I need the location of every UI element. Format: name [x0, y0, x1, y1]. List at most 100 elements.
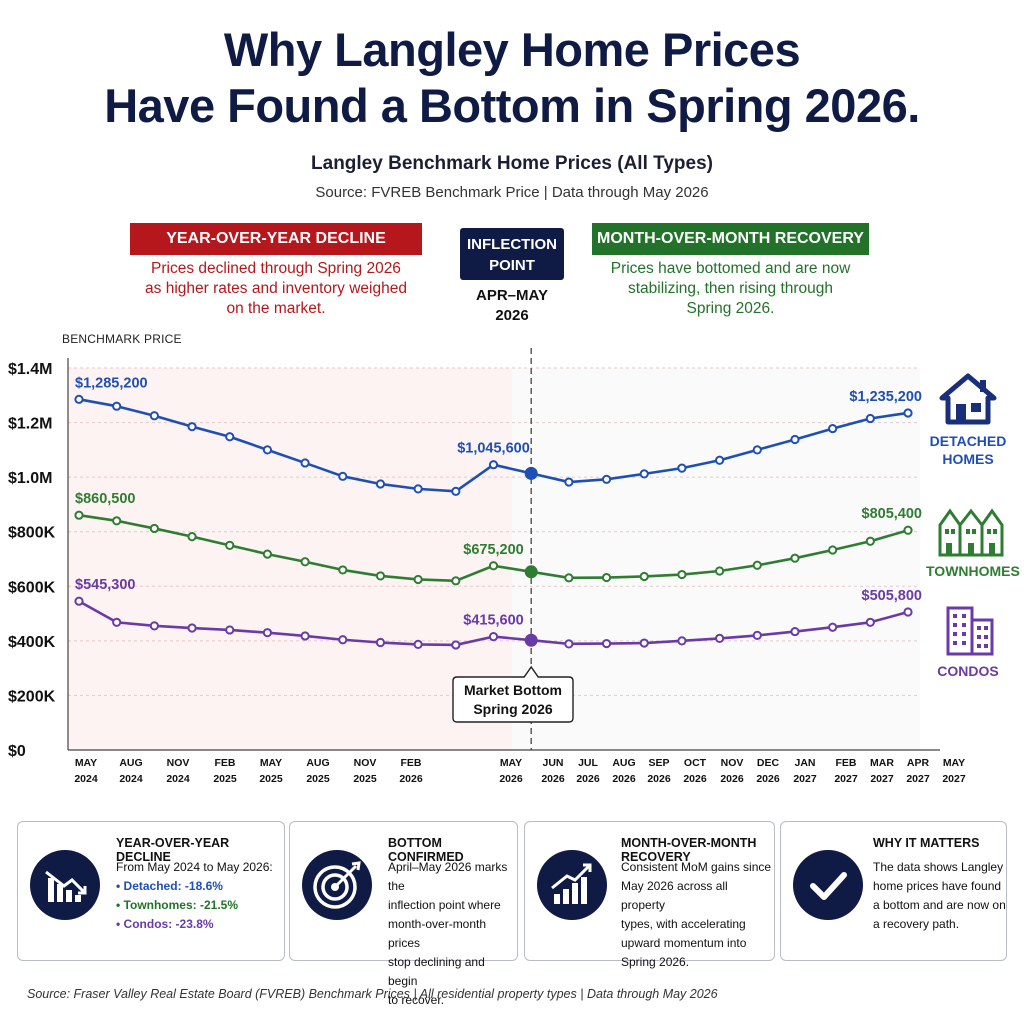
y-tick-label: $1.2M [8, 416, 52, 433]
data-point [752, 560, 762, 570]
data-point [112, 617, 122, 627]
data-point [300, 458, 310, 468]
chart-subtitle: Langley Benchmark Home Prices (All Types… [311, 153, 713, 174]
y-tick-label: $1.0M [8, 470, 52, 487]
data-point [149, 523, 159, 534]
x-tick-label: 2026 [647, 773, 671, 785]
inflection-date-line-2: 2026 [495, 307, 529, 324]
yoy-desc-line: Prices declined through Spring 2026 [151, 260, 401, 277]
x-tick-label: SEP [648, 757, 669, 769]
x-tick-label: AUG [612, 757, 635, 769]
y-tick-label: $400K [8, 634, 56, 651]
data-point [639, 571, 649, 582]
yoy-desc-line: as higher rates and inventory weighed [145, 280, 407, 297]
data-point [524, 565, 538, 579]
data-point [903, 408, 913, 418]
mom-recovery-banner: MONTH-OVER-MONTH RECOVERY [592, 223, 869, 255]
data-point [601, 638, 612, 649]
data-point [564, 573, 574, 583]
card-why-it-matters: WHY IT MATTERS The data shows Langley ho… [780, 821, 1007, 961]
card-line: The data shows Langley [873, 860, 1004, 874]
x-tick-label: 2026 [576, 773, 600, 785]
checkmark-icon [793, 850, 863, 920]
yoy-desc-line: on the market. [226, 300, 326, 317]
x-tick-label: 2026 [683, 773, 707, 785]
data-point [187, 623, 197, 633]
card-line: home prices have found [873, 879, 1002, 893]
data-point [338, 471, 348, 481]
data-point [375, 571, 386, 581]
y-axis-label: BENCHMARK PRICE [62, 332, 182, 346]
data-label: $505,800 [862, 588, 922, 604]
x-tick-label: MAY [75, 757, 97, 769]
condos-label: CONDOS [937, 663, 999, 679]
x-tick-label: 2025 [213, 773, 237, 785]
x-tick-label: MAY [943, 757, 965, 769]
x-tick-label: 2024 [74, 773, 98, 785]
x-tick-label: 2026 [720, 773, 744, 785]
data-point [601, 572, 612, 583]
stat-townhomes: • Townhomes: -21.5% [116, 898, 239, 912]
price-line-chart: $0 $200K $400K $600K $800K $1.0M $1.2M $1.4M MAY… [8, 345, 966, 785]
mom-desc-line: Spring 2026. [686, 300, 775, 317]
data-point [828, 622, 838, 632]
page-title: Why Langley Home Prices Have Found a Bot… [0, 22, 1024, 134]
x-tick-label: 2026 [499, 773, 523, 785]
y-tick-label: $1.4M [8, 361, 52, 378]
inflection-line-2: POINT [489, 257, 535, 274]
data-point [225, 625, 235, 635]
data-point [112, 401, 122, 411]
data-point [524, 633, 538, 647]
x-tick-label: 2027 [942, 773, 966, 785]
data-point [375, 637, 386, 648]
x-tick-label: NOV [354, 757, 377, 769]
x-tick-label: 2025 [259, 773, 283, 785]
detached-homes-label: DETACHED HOMES [924, 432, 1012, 468]
card-line: upward momentum into [621, 936, 747, 950]
data-point [413, 484, 423, 494]
stat-value: -23.8% [175, 917, 214, 931]
data-point [865, 617, 875, 627]
x-tick-label: 2025 [353, 773, 377, 785]
mom-desc-line: stabilizing, then rising through [627, 280, 834, 297]
x-tick-label: 2026 [612, 773, 636, 785]
card-text: April–May 2026 marks the inflection poin… [388, 858, 517, 1010]
data-point [564, 639, 574, 649]
stat-label: Detached: [123, 879, 182, 893]
data-point [601, 474, 612, 484]
data-point [451, 486, 461, 496]
data-point [714, 455, 725, 465]
data-point [488, 632, 499, 642]
data-point [639, 638, 649, 648]
card-text: Consistent MoM gains since May 2026 acro… [621, 858, 774, 972]
callout-text: Market Bottom [464, 682, 562, 698]
card-text: From May 2024 to May 2026: • Detached: -… [116, 858, 273, 934]
data-label: $545,300 [75, 577, 135, 593]
data-point [74, 510, 84, 520]
x-tick-label: OCT [684, 757, 707, 769]
card-text: The data shows Langley home prices have … [873, 858, 1006, 934]
condo-building-icon [946, 606, 994, 656]
data-point [488, 561, 499, 571]
y-tick-label: $0 [8, 743, 26, 760]
x-tick-label: MAY [260, 757, 282, 769]
recovery-zone-shade [512, 368, 920, 750]
x-tick-label: JUL [578, 757, 598, 769]
x-tick-label: FEB [215, 757, 236, 769]
x-tick-label: 2024 [119, 773, 143, 785]
data-point [112, 516, 122, 526]
stat-condos: • Condos: -23.8% [116, 917, 214, 931]
x-tick-label: NOV [167, 757, 190, 769]
card-line: inflection point where [388, 898, 501, 912]
y-tick-label: $200K [8, 688, 56, 705]
data-label: $1,045,600 [457, 441, 530, 457]
card-line: stop declining and begin [388, 955, 485, 988]
card-bottom-confirmed: BOTTOM CONFIRMED April–May 2026 marks th… [289, 821, 518, 1007]
card-line: types, with accelerating [621, 917, 746, 931]
data-point [413, 639, 423, 650]
inflection-point-badge: INFLECTION POINT [460, 228, 564, 280]
mom-desc-line: Prices have bottomed and are now [610, 260, 851, 277]
data-point [262, 549, 273, 559]
target-icon [302, 850, 372, 920]
stat-value: -21.5% [200, 898, 239, 912]
